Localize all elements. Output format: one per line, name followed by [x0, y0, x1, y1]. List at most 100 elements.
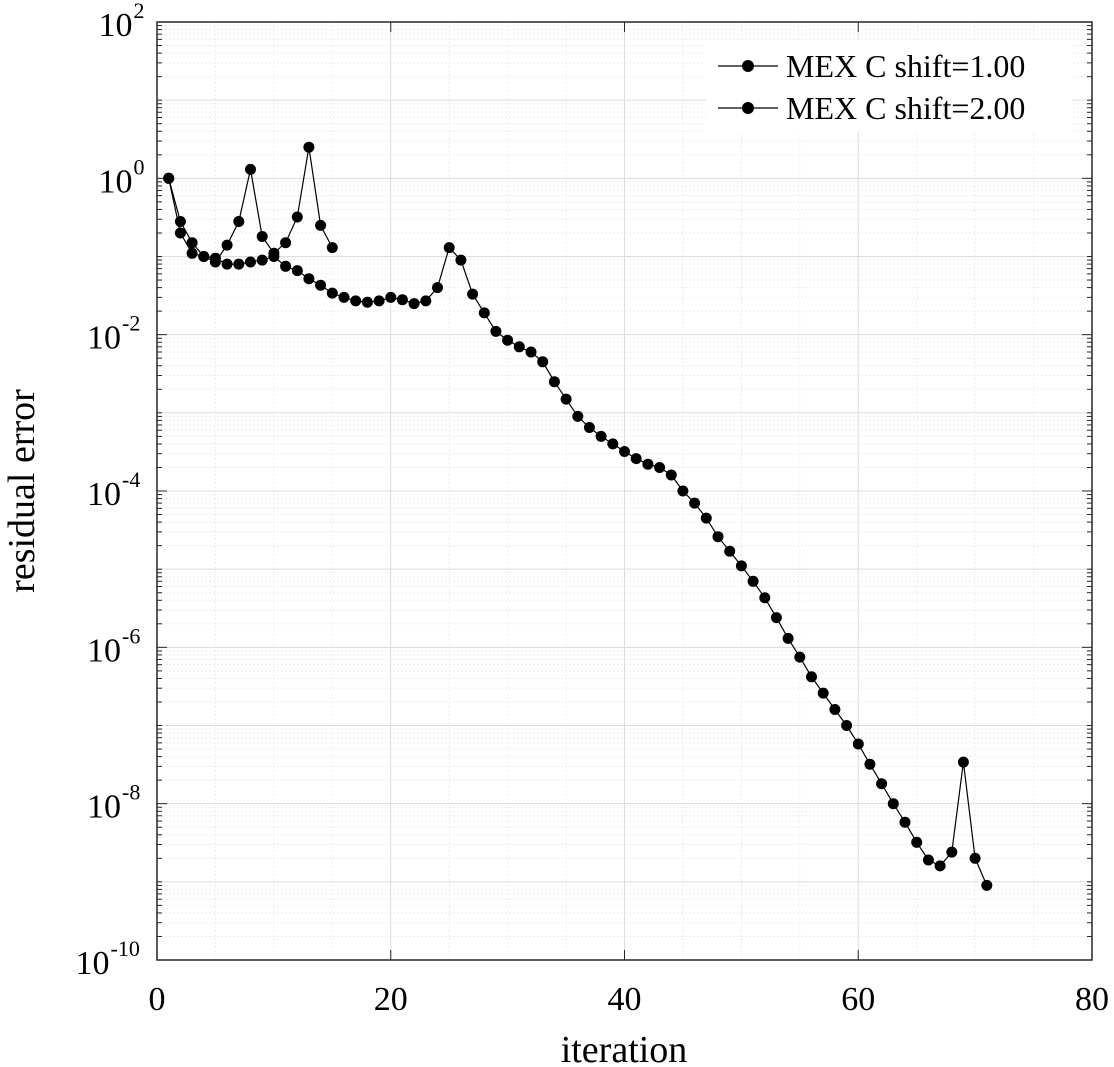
data-point — [852, 738, 864, 750]
data-point — [291, 265, 303, 277]
data-point — [198, 251, 210, 262]
data-point — [186, 237, 198, 249]
data-point — [630, 453, 642, 465]
y-tick-base: 10 — [87, 632, 121, 669]
y-tick-base: 10 — [99, 7, 133, 44]
data-point — [233, 258, 245, 270]
y-tick-label: 10 -6 — [87, 623, 140, 669]
data-point — [303, 273, 315, 285]
y-tick-exponent: 2 — [134, 0, 145, 23]
data-point — [245, 256, 256, 268]
legend-label-1: MEX C shift=1.00 — [786, 48, 1025, 84]
data-point — [420, 295, 432, 307]
y-tick-exponent: -10 — [111, 936, 140, 961]
data-point — [280, 237, 292, 249]
x-tick-label: 20 — [374, 981, 408, 1018]
data-point — [806, 671, 817, 683]
data-point — [957, 756, 969, 768]
y-axis-label: residual error — [1, 389, 43, 593]
x-tick-label: 60 — [841, 981, 875, 1018]
data-point — [432, 282, 443, 294]
data-point — [712, 531, 724, 543]
data-point — [887, 798, 899, 810]
data-point — [700, 512, 712, 524]
data-point — [455, 254, 467, 266]
y-tick-exponent: -2 — [122, 311, 140, 336]
plot-frame — [156, 21, 1093, 961]
x-tick-label: 0 — [149, 981, 166, 1018]
data-point — [724, 545, 736, 557]
y-tick-exponent: -4 — [122, 467, 140, 492]
data-point — [946, 846, 958, 858]
data-point — [467, 288, 479, 300]
data-point — [642, 458, 654, 470]
data-point — [221, 239, 233, 251]
y-tick-base: 10 — [87, 789, 121, 826]
data-point — [735, 560, 747, 572]
data-point — [922, 854, 934, 866]
series-2 — [163, 172, 993, 891]
legend-marker-1 — [742, 60, 754, 72]
data-point — [899, 816, 911, 828]
data-point — [291, 211, 303, 223]
data-point — [326, 287, 338, 299]
series-layer — [163, 141, 993, 891]
y-tick-label: 10 -4 — [87, 467, 140, 513]
data-point — [583, 422, 595, 433]
y-tick-label: 10 -10 — [76, 936, 140, 982]
axis-ticks — [156, 22, 1093, 960]
y-tick-base: 10 — [87, 476, 121, 513]
data-point — [174, 227, 186, 239]
data-point — [443, 242, 455, 254]
x-axis-label: iteration — [561, 1029, 688, 1067]
data-point — [280, 260, 292, 272]
data-point — [572, 410, 584, 422]
y-tick-label: 10 0 — [99, 154, 145, 200]
data-point — [478, 307, 490, 319]
data-point — [689, 497, 701, 509]
data-point — [361, 296, 373, 308]
data-point — [607, 438, 619, 450]
data-point — [525, 346, 537, 358]
data-point — [654, 462, 666, 473]
data-point — [268, 251, 280, 262]
data-point — [350, 295, 362, 307]
data-point — [245, 163, 256, 175]
data-point — [759, 592, 771, 604]
data-point — [338, 291, 350, 303]
data-point — [513, 341, 525, 353]
data-point — [864, 758, 876, 770]
data-point — [794, 651, 806, 663]
data-point — [747, 575, 759, 587]
data-point — [782, 632, 794, 644]
data-point — [841, 720, 853, 731]
data-point — [665, 469, 677, 481]
legend: MEX C shift=1.00 MEX C shift=2.00 — [706, 40, 1072, 132]
data-point — [221, 258, 233, 270]
data-point — [548, 376, 560, 388]
legend-marker-2 — [742, 102, 754, 114]
data-point — [303, 141, 315, 153]
y-tick-base: 10 — [76, 945, 110, 982]
data-point — [396, 294, 408, 306]
y-tick-base: 10 — [87, 320, 121, 357]
legend-label-2: MEX C shift=2.00 — [786, 90, 1025, 126]
legend-box — [706, 40, 1072, 132]
data-point — [537, 356, 549, 368]
y-tick-exponent: -6 — [122, 623, 140, 648]
data-point — [770, 612, 782, 624]
data-point — [209, 252, 221, 264]
y-tick-label: 10 -8 — [87, 780, 140, 826]
data-point — [981, 879, 993, 891]
data-point — [315, 279, 327, 291]
y-tick-exponent: 0 — [134, 154, 145, 179]
data-point — [829, 704, 841, 715]
x-tick-labels: 0 20 40 60 80 — [149, 981, 1110, 1018]
data-point — [817, 687, 829, 699]
y-tick-label: 10 2 — [99, 0, 145, 44]
data-point — [490, 325, 502, 337]
data-point — [326, 242, 338, 254]
